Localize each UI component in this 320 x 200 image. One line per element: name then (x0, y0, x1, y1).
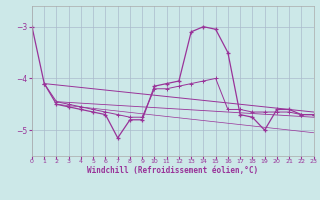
X-axis label: Windchill (Refroidissement éolien,°C): Windchill (Refroidissement éolien,°C) (87, 166, 258, 175)
